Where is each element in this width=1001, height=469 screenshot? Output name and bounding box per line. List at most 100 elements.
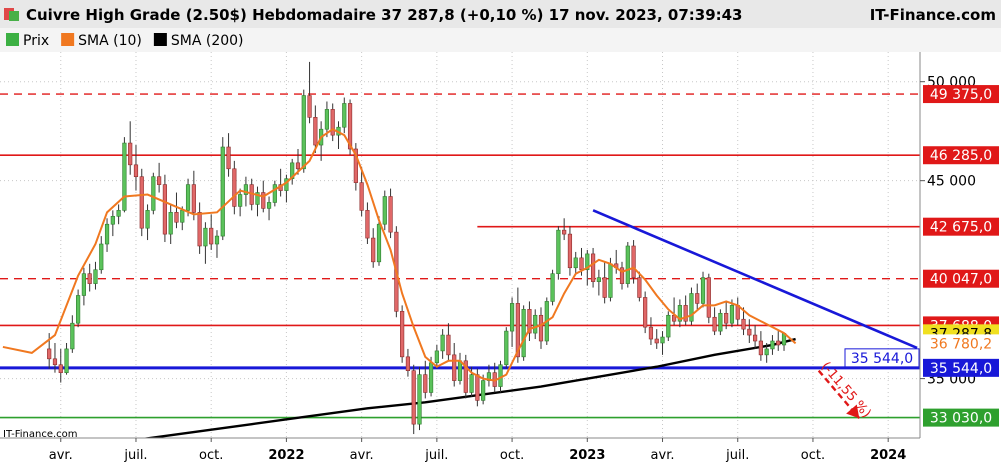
candle-body bbox=[405, 356, 411, 371]
chart-title: Cuivre High Grade (2.50$) Hebdomadaire 3… bbox=[26, 6, 743, 24]
candle-body bbox=[301, 95, 306, 170]
trendline-line bbox=[592, 209, 918, 350]
candle-body bbox=[58, 364, 63, 373]
sma10-series bbox=[2, 128, 797, 382]
candle-body bbox=[64, 348, 69, 373]
candle-body bbox=[515, 303, 520, 358]
candle-body bbox=[596, 277, 601, 282]
candle-body bbox=[562, 229, 567, 235]
candle-body bbox=[533, 314, 538, 334]
candle-body bbox=[440, 334, 445, 352]
candle-body bbox=[602, 277, 607, 298]
candle-body bbox=[648, 326, 654, 340]
legend-label: SMA (200) bbox=[171, 33, 244, 49]
candle-body bbox=[428, 362, 434, 393]
candle-body bbox=[411, 370, 416, 425]
candle-body bbox=[747, 328, 752, 336]
x-tick-label: avr. bbox=[350, 448, 374, 463]
candle-body bbox=[214, 235, 220, 245]
level-tag-label: 40 047,0 bbox=[930, 272, 992, 288]
price-tag-box bbox=[923, 334, 999, 353]
candle-body bbox=[47, 348, 52, 360]
candle-body bbox=[504, 330, 509, 366]
candle-body bbox=[290, 162, 295, 179]
candle-body bbox=[689, 293, 694, 322]
candle-body bbox=[509, 303, 515, 332]
candle-body bbox=[110, 215, 115, 225]
candle-body bbox=[307, 95, 312, 118]
candle-body bbox=[52, 358, 58, 366]
support-tag-box bbox=[844, 348, 920, 368]
candle-body bbox=[776, 340, 781, 346]
header-bar bbox=[0, 0, 1001, 28]
candle-body bbox=[295, 162, 301, 170]
candle-body bbox=[469, 374, 474, 393]
legend-swatch bbox=[6, 33, 19, 46]
level-tag-label: 35 544,0 bbox=[930, 361, 992, 377]
candle-body bbox=[76, 295, 81, 324]
candle-body bbox=[579, 257, 584, 271]
x-tick-label: juil. bbox=[725, 448, 749, 463]
candle-body bbox=[151, 176, 156, 211]
candle-body bbox=[695, 293, 700, 304]
candle-body bbox=[342, 103, 347, 128]
candle-body bbox=[417, 374, 422, 425]
candle-body bbox=[330, 109, 335, 136]
candle-body bbox=[272, 184, 277, 203]
candle-body bbox=[706, 277, 711, 318]
candle-body bbox=[758, 340, 763, 356]
candle-body bbox=[567, 233, 573, 269]
level-tag-label: 42 675,0 bbox=[930, 220, 992, 236]
support-tag-label: 35 544,0 bbox=[851, 351, 913, 367]
candle-body bbox=[481, 380, 486, 401]
candle-body bbox=[382, 196, 387, 225]
trendline: 35 544,0 bbox=[592, 209, 920, 368]
candle-body bbox=[585, 253, 590, 271]
candle-body bbox=[625, 245, 630, 284]
candle-body bbox=[457, 360, 463, 381]
candle-body bbox=[209, 227, 214, 245]
candle-body bbox=[446, 334, 451, 356]
sma10-line bbox=[2, 128, 797, 382]
candle-body bbox=[157, 176, 162, 185]
level-tag-label: 33 030,0 bbox=[930, 411, 992, 427]
candle-body bbox=[359, 182, 364, 211]
x-tick-label: 2022 bbox=[268, 448, 304, 463]
candle-body bbox=[677, 305, 682, 322]
x-axis-panel bbox=[0, 438, 1001, 469]
candle-body bbox=[521, 309, 526, 358]
level-tag-label: 46 285,0 bbox=[930, 148, 992, 164]
candle-body bbox=[527, 309, 532, 334]
candle-body bbox=[498, 364, 503, 387]
x-tick-label: 2024 bbox=[870, 448, 906, 463]
candle-body bbox=[174, 212, 179, 223]
candle-body bbox=[660, 336, 665, 344]
candle-body bbox=[452, 354, 457, 381]
price-tag-label: 36 780,2 bbox=[930, 336, 992, 352]
level-tag-box bbox=[923, 217, 999, 236]
candle-body bbox=[162, 184, 167, 235]
level-tag-label: 49 375,0 bbox=[930, 87, 992, 103]
level-labels: 49 375,046 285,042 675,040 047,037 688,0… bbox=[923, 85, 999, 427]
candle-body bbox=[619, 267, 625, 284]
candle-body bbox=[324, 109, 330, 130]
candle-body bbox=[741, 318, 746, 330]
candle-body bbox=[232, 168, 237, 207]
x-tick-label: avr. bbox=[49, 448, 73, 463]
candle-body bbox=[180, 210, 185, 223]
grid bbox=[0, 52, 920, 438]
candle-body bbox=[770, 340, 775, 350]
candle-body bbox=[729, 305, 735, 324]
candle-body bbox=[191, 184, 196, 213]
legend-label: Prix bbox=[23, 33, 49, 49]
level-tag-box bbox=[923, 358, 999, 377]
brand-name: IT-Finance.com bbox=[870, 6, 996, 24]
candle-body bbox=[99, 243, 104, 271]
candle-body bbox=[185, 184, 191, 211]
candle-body bbox=[133, 164, 139, 178]
candle-body bbox=[683, 305, 688, 322]
candle-body bbox=[353, 148, 358, 183]
legend-label: SMA (10) bbox=[78, 33, 142, 49]
candle-body bbox=[93, 269, 98, 284]
candle-body bbox=[238, 194, 243, 207]
